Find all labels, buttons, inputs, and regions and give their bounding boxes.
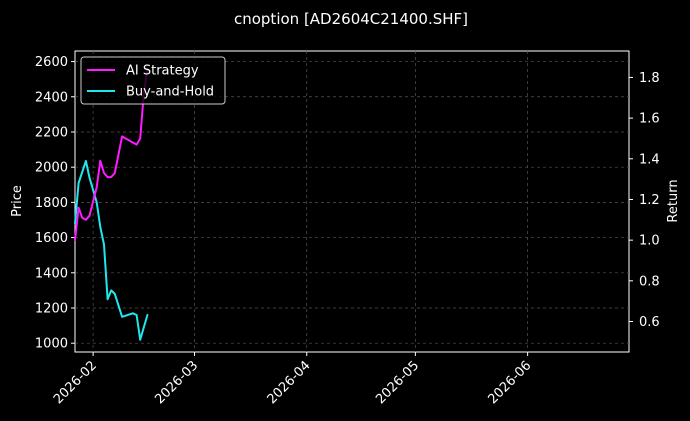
y-tick-label-right: 1.6 xyxy=(639,112,660,127)
y-tick-label-right: 0.6 xyxy=(639,315,660,330)
y-tick-label-left: 2600 xyxy=(35,55,68,70)
legend: AI Strategy Buy-and-Hold xyxy=(80,56,226,105)
x-tick-label: 2026-03 xyxy=(152,358,201,407)
x-tick-label: 2026-02 xyxy=(51,358,100,407)
x-tick-label: 2026-06 xyxy=(485,358,534,407)
series xyxy=(74,68,149,341)
y-axis-label-right: Return xyxy=(666,179,681,222)
legend-label: AI Strategy xyxy=(126,64,199,79)
y-tick-label-right: 1.0 xyxy=(639,234,660,249)
series-line-buy-and-hold xyxy=(74,160,149,341)
legend-box xyxy=(80,56,226,105)
y-tick-label-left: 1800 xyxy=(35,196,68,211)
x-tick-label: 2026-04 xyxy=(265,358,314,407)
series-line-ai-strategy xyxy=(74,68,149,242)
y-tick-label-left: 1200 xyxy=(35,301,68,316)
y-tick-label-left: 2200 xyxy=(35,125,68,140)
y-tick-label-left: 1600 xyxy=(35,231,68,246)
y-tick-label-left: 1400 xyxy=(35,266,68,281)
legend-label: Buy-and-Hold xyxy=(126,85,214,100)
y-tick-label-left: 1000 xyxy=(35,337,68,352)
y-tick-label-left: 2400 xyxy=(35,90,68,105)
y-axis-label-left: Price xyxy=(10,185,25,217)
chart-title: cnoption [AD2604C21400.SHF] xyxy=(234,10,468,28)
y-tick-label-left: 2000 xyxy=(35,161,68,176)
y-tick-label-right: 1.8 xyxy=(639,71,660,86)
y-tick-label-right: 0.8 xyxy=(639,274,660,289)
y-tick-label-right: 1.2 xyxy=(639,193,660,208)
y-tick-label-right: 1.4 xyxy=(639,152,660,167)
x-tick-label: 2026-05 xyxy=(373,358,422,407)
